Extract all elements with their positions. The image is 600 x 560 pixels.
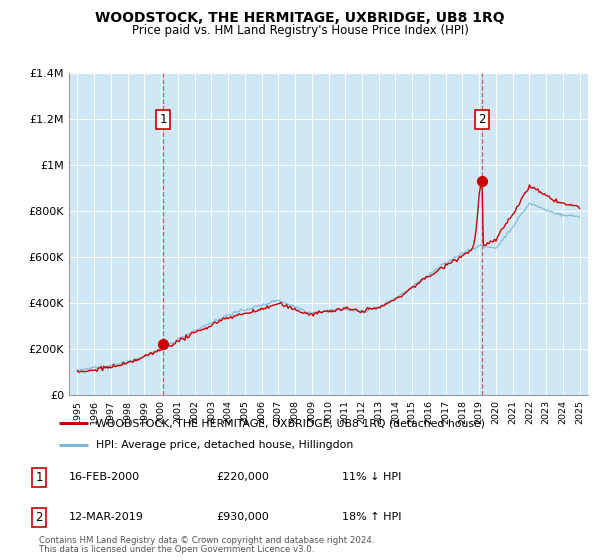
Text: 11% ↓ HPI: 11% ↓ HPI — [342, 472, 401, 482]
Text: £220,000: £220,000 — [216, 472, 269, 482]
Text: Price paid vs. HM Land Registry's House Price Index (HPI): Price paid vs. HM Land Registry's House … — [131, 24, 469, 36]
Text: 16-FEB-2000: 16-FEB-2000 — [69, 472, 140, 482]
Text: 1: 1 — [160, 113, 167, 126]
Text: £930,000: £930,000 — [216, 512, 269, 522]
Text: 1: 1 — [35, 470, 43, 484]
Text: 18% ↑ HPI: 18% ↑ HPI — [342, 512, 401, 522]
Text: HPI: Average price, detached house, Hillingdon: HPI: Average price, detached house, Hill… — [95, 440, 353, 450]
Text: 12-MAR-2019: 12-MAR-2019 — [69, 512, 144, 522]
Text: Contains HM Land Registry data © Crown copyright and database right 2024.: Contains HM Land Registry data © Crown c… — [39, 536, 374, 545]
Text: 2: 2 — [35, 511, 43, 524]
Text: This data is licensed under the Open Government Licence v3.0.: This data is licensed under the Open Gov… — [39, 545, 314, 554]
Text: WOODSTOCK, THE HERMITAGE, UXBRIDGE, UB8 1RQ: WOODSTOCK, THE HERMITAGE, UXBRIDGE, UB8 … — [95, 11, 505, 25]
Text: 2: 2 — [479, 113, 486, 126]
Text: WOODSTOCK, THE HERMITAGE, UXBRIDGE, UB8 1RQ (detached house): WOODSTOCK, THE HERMITAGE, UXBRIDGE, UB8 … — [95, 418, 485, 428]
